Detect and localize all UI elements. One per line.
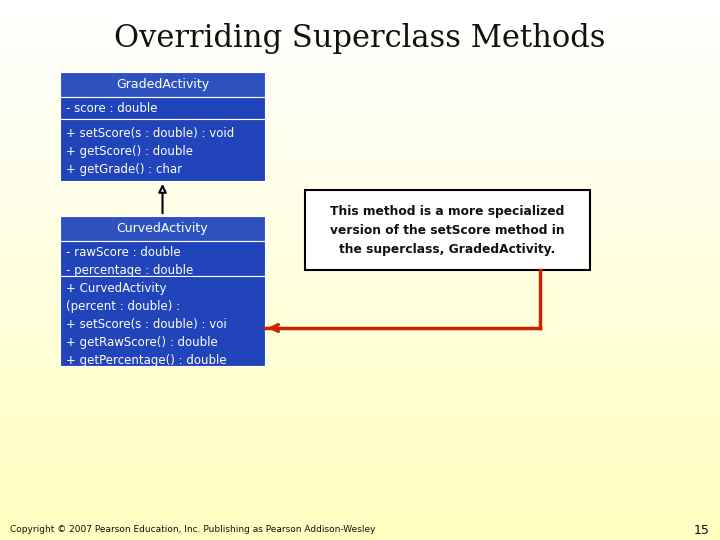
Bar: [0, 54, 720, 64]
Bar: [0, 180, 720, 190]
Bar: [0, 504, 720, 514]
Text: GradedActivity: GradedActivity: [116, 78, 209, 91]
Bar: [0, 360, 720, 370]
Text: - rawScore : double
- percentage : double: - rawScore : double - percentage : doubl…: [66, 246, 193, 277]
Bar: [0, 9, 720, 19]
Text: + CurvedActivity
(percent : double) :
+ setScore(s : double) : voi
+ getRawScore: + CurvedActivity (percent : double) : + …: [66, 282, 227, 367]
Bar: [0, 414, 720, 424]
Bar: [305, 190, 590, 270]
Bar: [0, 108, 720, 118]
Text: This method is a more specialized
version of the setScore method in
the supercla: This method is a more specialized versio…: [330, 205, 564, 255]
Bar: [0, 225, 720, 235]
Text: 15: 15: [694, 523, 710, 537]
Bar: [60, 276, 265, 366]
Bar: [0, 432, 720, 442]
Bar: [0, 477, 720, 487]
Bar: [0, 126, 720, 136]
Bar: [0, 459, 720, 469]
Bar: [0, 189, 720, 199]
Bar: [0, 243, 720, 253]
Bar: [0, 72, 720, 82]
Bar: [60, 241, 265, 276]
Text: Overriding Superclass Methods: Overriding Superclass Methods: [114, 23, 606, 53]
Bar: [0, 405, 720, 415]
Bar: [60, 216, 265, 241]
Bar: [0, 153, 720, 163]
Bar: [0, 171, 720, 181]
Bar: [0, 468, 720, 478]
Bar: [0, 45, 720, 55]
Bar: [0, 333, 720, 343]
Bar: [0, 234, 720, 244]
Bar: [0, 63, 720, 73]
Bar: [0, 144, 720, 154]
Bar: [60, 119, 265, 181]
Bar: [0, 36, 720, 46]
Bar: [0, 306, 720, 316]
Bar: [0, 135, 720, 145]
Bar: [0, 441, 720, 451]
Bar: [0, 486, 720, 496]
Bar: [0, 99, 720, 109]
Bar: [0, 351, 720, 361]
Bar: [0, 162, 720, 172]
Bar: [0, 261, 720, 271]
Bar: [60, 72, 265, 97]
Bar: [0, 18, 720, 28]
Bar: [0, 198, 720, 208]
Bar: [0, 279, 720, 289]
Bar: [0, 450, 720, 460]
Bar: [0, 396, 720, 406]
Bar: [0, 369, 720, 379]
Bar: [0, 252, 720, 262]
Text: - score : double: - score : double: [66, 102, 158, 114]
Text: Copyright © 2007 Pearson Education, Inc. Publishing as Pearson Addison-Wesley: Copyright © 2007 Pearson Education, Inc.…: [10, 525, 376, 535]
Bar: [0, 387, 720, 397]
Bar: [0, 315, 720, 325]
Bar: [0, 342, 720, 352]
Bar: [0, 216, 720, 226]
Bar: [0, 324, 720, 334]
Text: CurvedActivity: CurvedActivity: [117, 222, 208, 235]
Bar: [0, 90, 720, 100]
Bar: [0, 513, 720, 523]
Bar: [0, 288, 720, 298]
Bar: [0, 0, 720, 10]
Bar: [60, 97, 265, 119]
Bar: [0, 495, 720, 505]
Bar: [0, 207, 720, 217]
Bar: [0, 378, 720, 388]
Bar: [0, 531, 720, 540]
Bar: [0, 522, 720, 532]
Bar: [0, 117, 720, 127]
Bar: [0, 81, 720, 91]
Bar: [0, 297, 720, 307]
Bar: [0, 423, 720, 433]
Bar: [0, 270, 720, 280]
Text: + setScore(s : double) : void
+ getScore() : double
+ getGrade() : char: + setScore(s : double) : void + getScore…: [66, 127, 234, 176]
Bar: [0, 27, 720, 37]
